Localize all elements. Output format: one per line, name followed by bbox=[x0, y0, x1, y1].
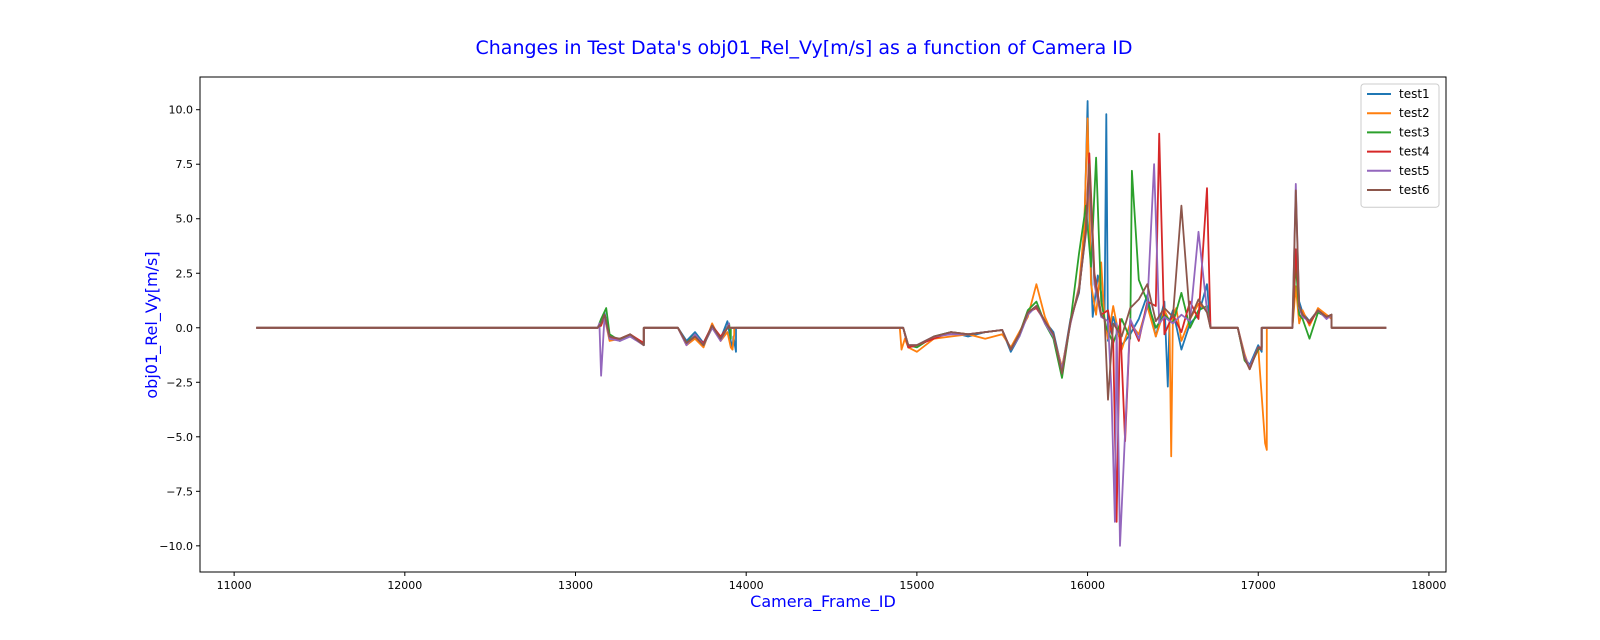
series-line-test6 bbox=[256, 163, 1387, 401]
y-axis-label: obj01_Rel_Vy[m/s] bbox=[142, 251, 162, 398]
x-tick-label: 14000 bbox=[729, 579, 764, 592]
y-tick-label: 7.5 bbox=[176, 158, 194, 171]
legend-label-test2: test2 bbox=[1399, 106, 1430, 120]
x-tick-label: 16000 bbox=[1070, 579, 1105, 592]
legend-label-test5: test5 bbox=[1399, 164, 1430, 178]
y-tick-label: −10.0 bbox=[159, 540, 193, 553]
chart-title: Changes in Test Data's obj01_Rel_Vy[m/s]… bbox=[476, 37, 1133, 59]
y-tick-label: 10.0 bbox=[169, 104, 194, 117]
y-tick-label: −2.5 bbox=[166, 376, 193, 389]
legend-label-test3: test3 bbox=[1399, 125, 1430, 139]
y-axis: −10.0 −7.5 −5.0 −2.5 0.0 2.5 5.0 7.5 10.0 bbox=[159, 104, 200, 553]
x-axis-label: Camera_Frame_ID bbox=[750, 592, 896, 612]
y-tick-label: −5.0 bbox=[166, 431, 193, 444]
y-tick-label: −7.5 bbox=[166, 485, 193, 498]
legend-label-test4: test4 bbox=[1399, 145, 1430, 159]
y-tick-label: 0.0 bbox=[176, 322, 194, 335]
legend-box bbox=[1360, 83, 1440, 208]
x-tick-label: 18000 bbox=[1411, 579, 1446, 592]
x-tick-label: 12000 bbox=[387, 579, 422, 592]
x-tick-label: 15000 bbox=[899, 579, 934, 592]
x-tick-label: 17000 bbox=[1241, 579, 1276, 592]
y-tick-label: 2.5 bbox=[176, 267, 194, 280]
y-tick-label: 5.0 bbox=[176, 213, 194, 226]
plot-frame bbox=[199, 76, 1447, 573]
plot-area-lines bbox=[256, 100, 1387, 547]
x-axis: 11000 12000 13000 14000 15000 16000 17000 18000 bbox=[217, 572, 1446, 592]
x-tick-label: 11000 bbox=[217, 579, 252, 592]
legend: test1 test2 test3 test4 test5 test6 bbox=[1360, 83, 1440, 208]
x-tick-label: 13000 bbox=[558, 579, 593, 592]
legend-label-test6: test6 bbox=[1399, 183, 1430, 197]
legend-label-test1: test1 bbox=[1399, 87, 1430, 101]
